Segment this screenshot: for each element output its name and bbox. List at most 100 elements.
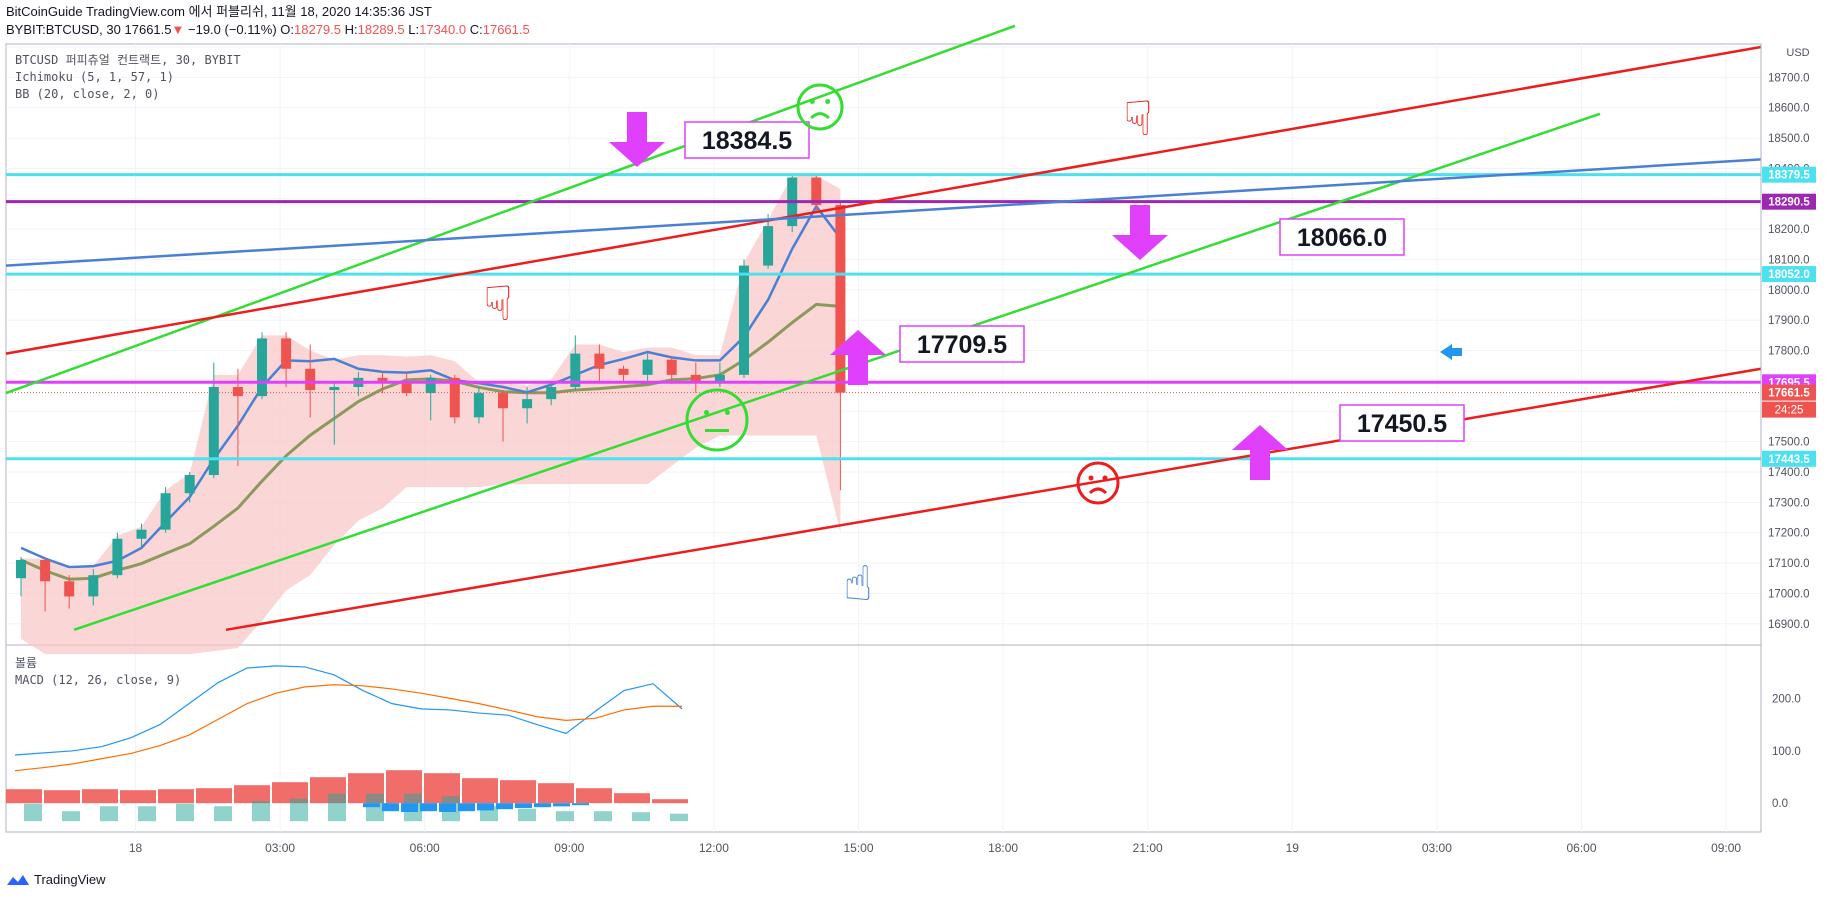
arrow-up-icon-2 [830,330,886,385]
low-value: 17340.0 [419,22,467,37]
macd-hist-bar-26 [572,803,589,806]
volume-bar-b-1 [62,811,80,822]
volume-bar-12 [462,778,498,804]
arrow-down-icon-1 [1112,205,1168,260]
face-eye-1a [704,410,709,415]
arrow-down-icon-0 [609,112,665,167]
macd-tick-label-0: 0.0 [1772,798,1788,810]
candle-body-2 [64,581,75,597]
volume-bar-16 [614,793,650,804]
symbol-label: BYBIT:BTCUSD, 30 [6,22,121,37]
face-sad-icon-2 [1076,461,1120,505]
face-eye-1b [725,410,730,415]
open-value: 18279.5 [294,22,342,37]
arrow-up-icon-3 [1232,425,1288,480]
candle-body-27 [666,359,677,375]
volume-bar-b-0 [24,803,42,822]
time-axis: 18 03:00 06:00 09:00 12:00 15:00 18:00 21:00 19 0… [129,841,1742,855]
candle-body-22 [546,386,557,400]
candle-body-21 [522,399,533,409]
y-tick-label-16: 18500.0 [1768,133,1810,145]
price-axis: USD 16900.0 17000.0 17100.0 17200.0 17300.0 17… [1760,44,1816,832]
callout-text-1: 18066.0 [1297,224,1387,252]
candle-body-8 [208,386,219,476]
x-tick-label-1: 03:00 [265,841,295,855]
last-price: 17661.5 [124,22,172,37]
volume-bar-b-8 [328,793,346,822]
candle-body-23 [570,353,581,387]
face-mouth-0 [810,112,830,120]
tradingview-logo-icon [7,874,29,885]
volume-bar-14 [538,783,574,804]
trend-line-4 [5,158,1762,267]
blue-line [20,204,842,569]
face-mouth-2 [1088,487,1108,495]
price-tag-label-5: 17443.5 [1768,454,1810,466]
candle-body-19 [473,393,484,418]
candle-body-33 [811,177,822,206]
candle-body-13 [329,386,340,391]
x-tick-label-5: 15:00 [843,841,873,855]
x-tick-label-10: 06:00 [1566,841,1596,855]
price-tag-label-4: 17661.5 [1768,388,1810,400]
footer-brand[interactable]: TradingView [6,872,106,887]
volume-bar-b-13 [518,808,536,822]
publish-line: BitCoinGuide TradingView.com 에서 퍼블리쉬, 11… [6,4,432,19]
macd-tick-label-2: 200.0 [1772,693,1801,705]
volume-bar-15 [576,788,612,804]
volume-bar-0 [6,789,42,804]
candle-body-16 [401,380,412,394]
macd-hist-bar-17 [401,803,418,812]
trend-line-0 [5,24,1016,395]
macd-hist-bar-21 [477,803,494,811]
y-tick-label-9: 17800.0 [1768,346,1810,358]
x-tick-label-9: 03:00 [1422,841,1452,855]
candle-body-30 [739,265,749,375]
pointing-hand-up-icon: ☝ [843,558,872,611]
macd-legend: 볼륨 MACD (12, 26, close, 9) [15,655,181,689]
candle-body-7 [184,475,195,494]
callout-box-2 [899,325,1025,363]
macd-hist-bar-22 [496,803,513,810]
macd-hist-bar-23 [515,803,532,808]
signal-line [14,684,682,772]
price-tag-0 [1762,166,1816,183]
face-eye-2b [1102,475,1108,481]
volume-bar-b-16 [632,812,650,822]
macd-hist-bar-19 [439,803,456,812]
trend-line-3 [225,367,1762,632]
candle-body-29 [714,374,725,381]
legend-macd: MACD (12, 26, close, 9) [15,673,182,687]
callout-text-2: 17709.5 [917,331,1007,359]
price-tag-2 [1762,266,1816,283]
x-tick-label-7: 21:00 [1133,841,1163,855]
volume-bar-b-14 [556,811,574,822]
trend-line-1 [73,112,1601,632]
volume-bar-13 [500,780,536,804]
y-tick-label-4: 17300.0 [1768,497,1810,509]
volume-bar-4 [158,789,194,804]
candle-body-5 [136,529,147,539]
volume-bar-7 [272,782,308,804]
pointing-hand-down-icon-1: ☟ [483,278,512,331]
candle-body-34 [835,205,846,393]
chart-legend: BTCUSD 퍼피츄얼 컨트랙트, 30, BYBIT Ichimoku (5,… [15,52,241,103]
volume-bar-3 [120,790,156,804]
volume-bar-2 [82,789,118,804]
countdown-label: 24:25 [1775,405,1804,417]
close-value: 17661.5 [482,22,530,37]
y-tick-label-2: 17100.0 [1768,558,1810,570]
candle-body-6 [160,493,171,530]
y-tick-label-1: 17000.0 [1768,588,1810,600]
price-tag-4 [1762,384,1816,401]
countdown-tag [1762,401,1816,418]
legend-ichimoku: Ichimoku (5, 1, 57, 1) [15,70,174,84]
volume-bar-b-7 [290,798,308,822]
footer-brand-label: TradingView [34,872,106,887]
volume-bar-b-15 [594,811,612,822]
y-tick-label-11: 18000.0 [1768,285,1810,297]
candle-body-31 [763,226,774,266]
volume-bar-1 [44,790,80,804]
x-tick-label-11: 09:00 [1711,841,1741,855]
